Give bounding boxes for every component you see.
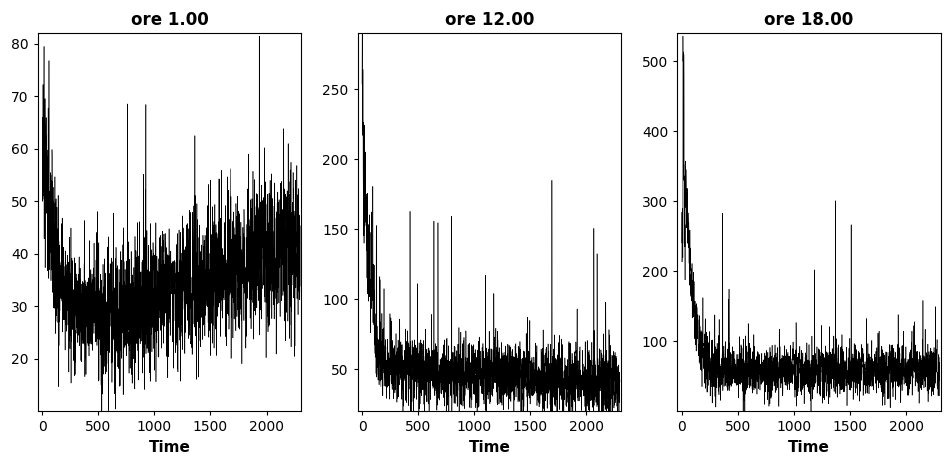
Title: ore 12.00: ore 12.00 — [445, 11, 534, 29]
X-axis label: Time: Time — [788, 440, 830, 455]
X-axis label: Time: Time — [149, 440, 190, 455]
X-axis label: Time: Time — [468, 440, 510, 455]
Title: ore 18.00: ore 18.00 — [764, 11, 854, 29]
Title: ore 1.00: ore 1.00 — [130, 11, 208, 29]
